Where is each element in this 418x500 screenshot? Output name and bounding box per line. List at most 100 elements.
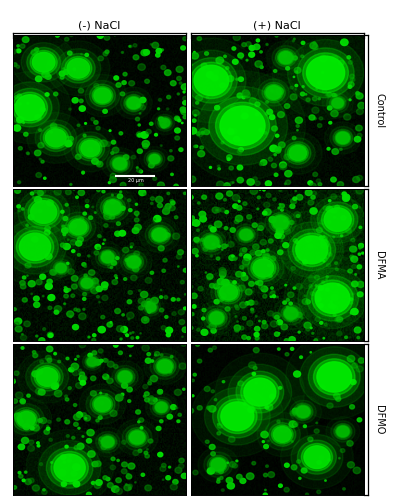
Circle shape [306, 276, 359, 321]
Circle shape [246, 60, 248, 61]
Circle shape [228, 242, 234, 247]
Circle shape [175, 467, 182, 473]
Circle shape [73, 68, 76, 70]
Circle shape [295, 405, 311, 418]
Circle shape [134, 224, 141, 230]
Circle shape [165, 316, 168, 318]
Circle shape [83, 134, 86, 136]
Circle shape [36, 335, 38, 337]
Circle shape [209, 406, 216, 412]
Circle shape [304, 446, 330, 468]
Circle shape [15, 188, 20, 194]
Circle shape [348, 300, 352, 304]
Circle shape [191, 376, 283, 456]
Circle shape [65, 446, 68, 448]
Circle shape [216, 102, 270, 150]
Circle shape [38, 389, 44, 394]
Circle shape [66, 139, 73, 145]
Circle shape [206, 72, 214, 78]
Circle shape [84, 416, 90, 421]
Circle shape [194, 238, 199, 242]
Circle shape [38, 389, 45, 395]
Circle shape [308, 200, 314, 205]
Circle shape [47, 226, 49, 228]
Circle shape [312, 280, 353, 316]
Circle shape [82, 412, 87, 417]
Circle shape [18, 444, 25, 450]
Circle shape [31, 192, 34, 195]
Circle shape [122, 248, 129, 252]
Circle shape [147, 302, 151, 304]
Circle shape [211, 328, 216, 333]
Circle shape [129, 208, 132, 212]
Circle shape [286, 306, 288, 308]
Circle shape [65, 395, 67, 398]
Circle shape [181, 122, 183, 124]
Circle shape [240, 478, 246, 484]
Circle shape [178, 250, 184, 255]
Circle shape [312, 44, 318, 50]
Circle shape [242, 316, 246, 320]
Circle shape [166, 333, 171, 336]
Circle shape [232, 47, 236, 50]
Circle shape [217, 288, 223, 294]
Circle shape [280, 162, 286, 168]
Circle shape [291, 440, 293, 442]
Circle shape [259, 189, 261, 190]
Circle shape [219, 272, 226, 278]
Circle shape [299, 478, 301, 480]
Circle shape [115, 87, 152, 119]
Circle shape [151, 360, 154, 362]
Circle shape [120, 250, 147, 274]
Circle shape [90, 394, 115, 415]
Circle shape [67, 136, 69, 138]
Circle shape [122, 80, 126, 84]
Circle shape [332, 98, 343, 108]
Circle shape [67, 58, 89, 78]
Circle shape [16, 230, 54, 263]
Circle shape [331, 177, 336, 182]
Circle shape [302, 298, 309, 304]
Circle shape [316, 88, 318, 90]
Circle shape [36, 172, 41, 178]
Circle shape [265, 209, 296, 236]
Circle shape [127, 342, 133, 347]
Circle shape [15, 392, 23, 398]
Circle shape [242, 248, 247, 252]
Circle shape [123, 72, 127, 76]
Circle shape [38, 210, 42, 212]
Circle shape [71, 294, 75, 298]
Circle shape [301, 92, 305, 96]
Circle shape [25, 263, 31, 268]
Circle shape [284, 338, 288, 342]
Circle shape [280, 204, 284, 208]
Circle shape [293, 403, 313, 420]
Circle shape [277, 420, 280, 423]
Circle shape [30, 50, 57, 74]
Circle shape [73, 480, 78, 484]
Circle shape [148, 163, 154, 168]
Circle shape [226, 478, 233, 483]
Circle shape [268, 88, 273, 94]
Circle shape [229, 220, 263, 250]
Circle shape [136, 336, 139, 338]
Circle shape [104, 208, 110, 214]
Text: Control: Control [374, 93, 384, 128]
Circle shape [308, 354, 360, 400]
Circle shape [263, 253, 270, 260]
Circle shape [105, 50, 109, 53]
Circle shape [56, 48, 101, 88]
Circle shape [138, 298, 145, 304]
Circle shape [281, 240, 283, 242]
Circle shape [266, 41, 305, 74]
Circle shape [216, 257, 220, 260]
Circle shape [351, 308, 358, 315]
Circle shape [88, 148, 93, 152]
Circle shape [39, 158, 41, 160]
Circle shape [72, 436, 75, 439]
Circle shape [40, 360, 43, 364]
Circle shape [272, 126, 278, 131]
Circle shape [12, 226, 59, 268]
Circle shape [117, 370, 133, 384]
Circle shape [82, 278, 87, 282]
